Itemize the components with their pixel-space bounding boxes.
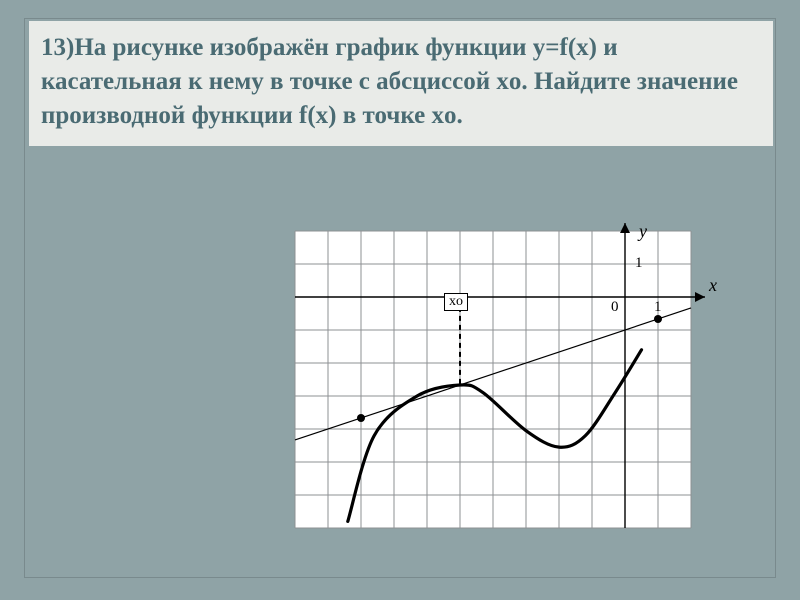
y-axis-label: y <box>639 221 647 242</box>
tick-origin: 0 <box>611 299 619 316</box>
problem-title: 13)На рисунке изображён график функции y… <box>29 21 773 146</box>
slide-frame: 13)На рисунке изображён график функции y… <box>24 18 776 578</box>
function-graph <box>285 221 721 538</box>
tick-y-1: 1 <box>635 255 643 272</box>
tick-x-1: 1 <box>654 299 662 316</box>
x-axis-label: x <box>709 275 717 296</box>
x0-label: xo <box>444 293 468 311</box>
chart-container: xo y x 1 0 1 <box>285 221 725 541</box>
